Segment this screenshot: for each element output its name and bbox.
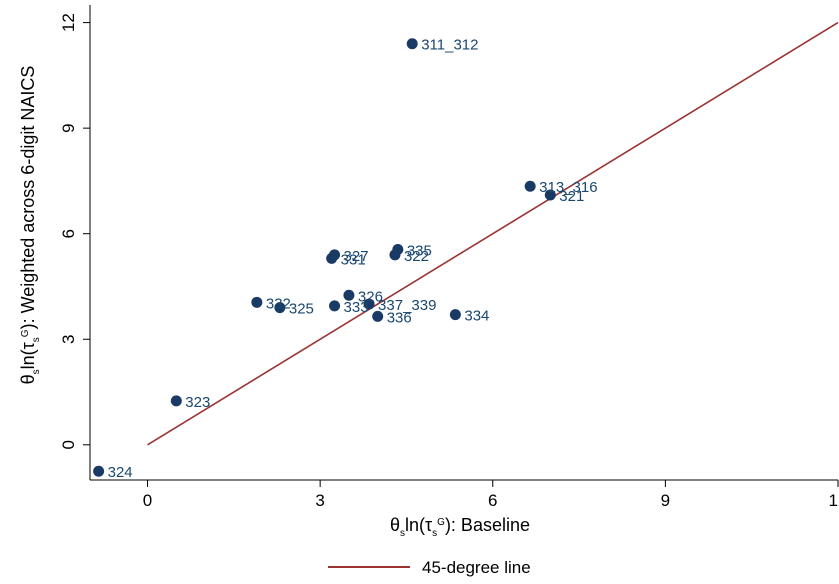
x-tick-label: 0 xyxy=(143,491,152,510)
points-layer xyxy=(93,38,556,477)
data-point-label: 334 xyxy=(464,308,489,325)
data-point xyxy=(170,395,182,407)
data-point-label: 321 xyxy=(559,188,584,205)
data-point xyxy=(326,252,338,264)
data-point xyxy=(329,300,341,312)
x-tick-label: 6 xyxy=(488,491,497,510)
data-point-label: 327 xyxy=(344,248,369,265)
legend-label: 45-degree line xyxy=(422,558,531,577)
data-point-label: 332 xyxy=(266,295,291,312)
data-point-label: 336 xyxy=(387,309,412,326)
fit-line-layer xyxy=(147,21,839,446)
data-point xyxy=(93,465,105,477)
y-tick-label: 6 xyxy=(59,229,78,238)
y-tick-label: 12 xyxy=(59,13,78,32)
y-axis-title: θsln(τsG): Weighted across 6-digit NAICS xyxy=(18,66,42,385)
data-point xyxy=(251,296,263,308)
y-tick-label: 9 xyxy=(59,123,78,132)
data-point-label: 326 xyxy=(358,288,383,305)
data-point-label: 331 xyxy=(341,251,366,268)
y-tick-label: 3 xyxy=(59,335,78,344)
data-point xyxy=(406,38,418,50)
x-tick-label: 12 xyxy=(829,491,839,510)
data-point xyxy=(449,309,461,321)
data-point-label: 313_316 xyxy=(539,179,597,196)
data-point-label: 324 xyxy=(108,464,133,481)
legend: 45-degree line xyxy=(328,558,531,577)
data-point-label: 333 xyxy=(344,299,369,316)
data-point-label: 322 xyxy=(404,248,429,265)
x-tick-label: 9 xyxy=(661,491,670,510)
x-tick-label: 3 xyxy=(315,491,324,510)
data-point xyxy=(524,180,536,192)
data-point-label: 337_339 xyxy=(378,297,436,314)
data-point-label: 323 xyxy=(185,394,210,411)
data-point xyxy=(372,310,384,322)
data-point xyxy=(363,298,375,310)
data-point xyxy=(392,244,404,256)
x-axis-title: θsln(τsG): Baseline xyxy=(390,515,530,539)
data-point xyxy=(343,289,355,301)
data-point-label: 311_312 xyxy=(421,37,478,54)
data-point xyxy=(274,302,286,314)
forty-five-degree-line xyxy=(147,21,839,446)
data-point-label: 335 xyxy=(407,243,432,260)
data-point-label: 325 xyxy=(289,301,314,318)
data-point xyxy=(544,189,556,201)
y-tick-label: 0 xyxy=(59,440,78,449)
axes: 0 3 6 9 12 0 3 6 9 12 xyxy=(59,5,839,510)
